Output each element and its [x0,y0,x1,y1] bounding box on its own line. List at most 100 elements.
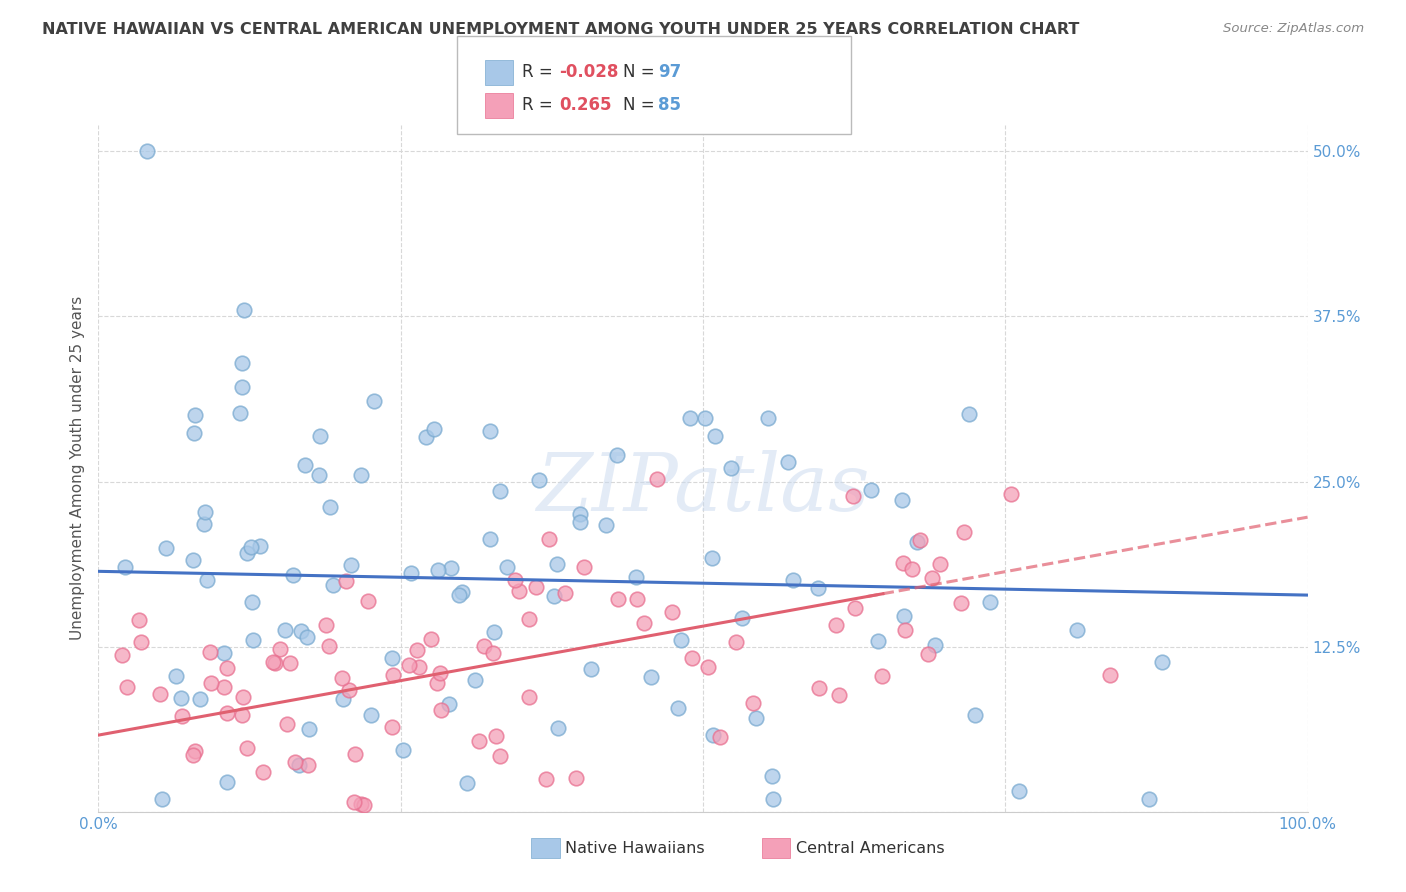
Point [128,613,150,627]
Point [437,697,460,711]
Point [693,410,716,425]
Point [574,559,596,574]
Point [579,662,602,676]
Point [484,624,506,639]
Point [546,558,568,572]
Point [949,596,972,610]
Point [1000,486,1022,500]
Point [1098,668,1121,682]
Point [703,429,725,443]
Point [741,697,763,711]
Point [427,563,450,577]
Point [340,558,363,573]
Point [215,706,238,720]
Point [200,676,222,690]
Point [679,411,702,425]
Text: N =: N = [623,63,659,81]
Point [281,568,304,582]
Point [399,566,422,580]
Point [451,585,474,599]
Point [330,671,353,685]
Point [700,550,723,565]
Point [343,795,366,809]
Point [297,758,319,772]
Point [382,667,405,681]
Point [489,749,512,764]
Point [963,707,986,722]
Point [381,720,404,734]
Point [357,593,380,607]
Point [165,669,187,683]
Point [290,624,312,639]
Point [496,560,519,574]
Point [756,410,779,425]
Point [901,562,924,576]
Point [283,755,305,769]
Text: R =: R = [522,96,558,114]
Point [731,611,754,625]
Point [485,729,508,743]
Point [231,708,253,723]
Point [194,505,217,519]
Point [363,394,385,409]
Point [891,556,914,570]
Point [429,703,451,717]
Point [447,588,470,602]
Point [172,709,194,723]
Point [543,589,565,603]
Point [569,507,592,521]
Point [626,570,648,584]
Point [647,472,669,486]
Point [464,673,486,688]
Point [905,535,928,549]
Point [640,670,662,684]
Point [322,578,344,592]
Point [517,612,540,626]
Point [762,791,785,805]
Point [117,680,139,694]
Text: 0.265: 0.265 [560,96,612,114]
Point [350,468,373,483]
Point [110,648,132,663]
Point [318,500,340,514]
Point [212,680,235,694]
Point [423,422,446,436]
Point [595,517,617,532]
Point [406,642,429,657]
Point [309,429,332,443]
Y-axis label: Unemployment Among Youth under 25 years: Unemployment Among Youth under 25 years [70,296,86,640]
Point [807,581,830,595]
Point [859,483,882,497]
Point [181,553,204,567]
Point [170,691,193,706]
Point [249,539,271,553]
Point [353,798,375,813]
Text: Native Hawaiians: Native Hawaiians [565,841,704,855]
Point [893,608,915,623]
Point [456,775,478,789]
Point [308,467,330,482]
Point [288,758,311,772]
Point [568,515,591,529]
Point [298,722,321,736]
Point [231,356,253,370]
Point [295,630,318,644]
Point [415,430,437,444]
Text: 97: 97 [658,63,682,81]
Text: NATIVE HAWAIIAN VS CENTRAL AMERICAN UNEMPLOYMENT AMONG YOUTH UNDER 25 YEARS CORR: NATIVE HAWAIIAN VS CENTRAL AMERICAN UNEM… [42,22,1080,37]
Point [184,409,207,423]
Point [398,657,420,672]
Point [150,791,173,805]
Point [129,635,152,649]
Point [489,484,512,499]
Point [264,656,287,670]
Point [183,425,205,440]
Point [193,517,215,532]
Text: -0.028: -0.028 [560,63,619,81]
Point [332,692,354,706]
Point [135,145,157,159]
Point [908,533,931,547]
Point [890,492,912,507]
Point [1066,623,1088,637]
Text: Source: ZipAtlas.com: Source: ZipAtlas.com [1223,22,1364,36]
